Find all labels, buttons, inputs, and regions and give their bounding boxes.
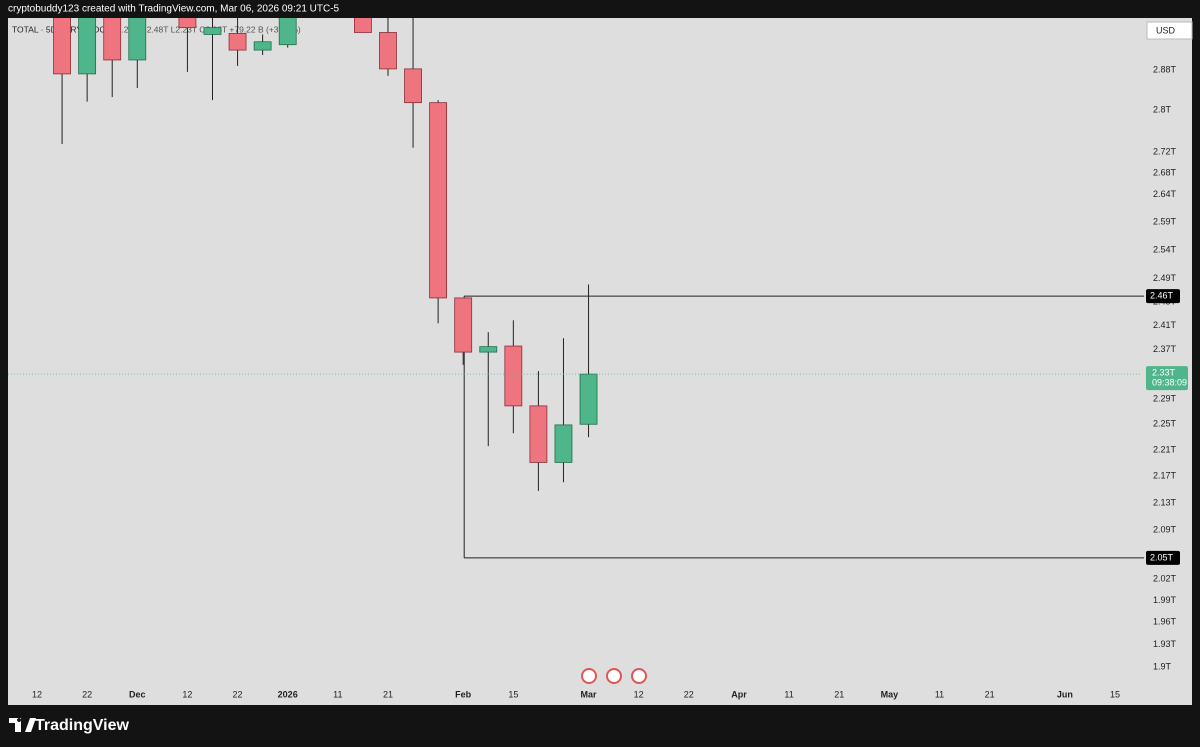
event-icon[interactable] <box>631 668 647 684</box>
candle-body <box>78 18 97 75</box>
x-tick-label: 12 <box>182 689 192 699</box>
x-tick-label: 2026 <box>278 689 298 699</box>
plot <box>53 18 598 558</box>
candle-body <box>529 405 548 463</box>
candle-body <box>579 373 598 425</box>
x-tick-label: 21 <box>383 689 393 699</box>
candle-body <box>203 27 222 35</box>
candle-body <box>379 32 397 70</box>
candle-body <box>504 345 523 407</box>
x-tick-label: 22 <box>233 689 243 699</box>
y-tick-label: 2.54T <box>1153 245 1177 255</box>
y-tick-label: 1.96T <box>1153 617 1177 627</box>
candle-body <box>454 297 473 353</box>
candle-body <box>228 33 247 51</box>
level-label: 2.46T <box>1150 291 1174 301</box>
event-icon[interactable] <box>606 668 622 684</box>
candle-body <box>53 18 71 75</box>
x-tick-label: 21 <box>834 689 844 699</box>
x-tick-label: Dec <box>129 689 146 699</box>
x-tick-label: 11 <box>935 689 944 699</box>
brand: TradingView <box>35 717 130 734</box>
event-icons <box>581 668 647 684</box>
y-tick-label: 1.93T <box>1153 639 1177 649</box>
y-tick-label: 2.09T <box>1153 525 1177 535</box>
x-tick-label: 22 <box>684 689 694 699</box>
x-tick-label: Jun <box>1057 689 1073 699</box>
x-tick-label: 12 <box>634 689 644 699</box>
candle-body <box>278 18 297 46</box>
y-tick-label: 2.21T <box>1153 444 1177 454</box>
candle-body <box>128 18 147 61</box>
last-price-label: 2.33T <box>1152 367 1176 377</box>
x-tick-label: 11 <box>784 689 793 699</box>
credit: cryptobuddy123 created with TradingView.… <box>8 4 340 15</box>
x-tick-label: May <box>881 689 899 699</box>
last-price-box <box>1146 366 1188 391</box>
x-tick-label: Mar <box>581 689 598 699</box>
y-tick-label: 2.64T <box>1153 189 1177 199</box>
y-tick-label: 2.49T <box>1153 273 1177 283</box>
y-tick-label: 1.99T <box>1153 595 1177 605</box>
last-price-countdown: 09:38:09 <box>1152 377 1187 387</box>
x-tick-label: 22 <box>82 689 92 699</box>
level-label: 2.05T <box>1150 552 1174 562</box>
candle-body <box>404 68 422 104</box>
y-tick-label: 2.8T <box>1153 105 1172 115</box>
x-tick-label: Apr <box>731 689 747 699</box>
x-tick-label: 12 <box>32 689 42 699</box>
candle-body <box>178 18 197 29</box>
y-tick-label: 2.29T <box>1153 393 1177 403</box>
y-tick-label: 2.41T <box>1153 320 1177 330</box>
level-label-box <box>1146 289 1180 304</box>
y-tick-label: 2.02T <box>1153 573 1177 583</box>
chart-area <box>8 18 1192 705</box>
candle-body <box>103 18 122 61</box>
event-icon[interactable] <box>581 668 597 684</box>
logo: TradingView <box>9 717 130 734</box>
x-tick-label: 11 <box>333 689 342 699</box>
y-tick-label: 1.9T <box>1153 661 1172 671</box>
candle-body <box>429 102 448 299</box>
x-tick-label: 21 <box>985 689 995 699</box>
x-tick-label: Feb <box>455 689 472 699</box>
y-tick-label: 2.13T <box>1153 497 1177 507</box>
y-tick-label: 2.72T <box>1153 146 1177 156</box>
level-label-box <box>1146 550 1180 565</box>
candle-body <box>354 18 372 33</box>
x-tick-label: 15 <box>508 689 518 699</box>
candle-body <box>554 424 573 463</box>
currency-box <box>1146 21 1193 40</box>
y-tick-label: 2.68T <box>1153 168 1177 178</box>
currency: USD <box>1156 25 1176 35</box>
y-tick-label: 2.25T <box>1153 419 1177 429</box>
x-tick-label: 15 <box>1110 689 1120 699</box>
candle-body <box>253 41 272 51</box>
candle-body <box>479 346 498 353</box>
y-tick-label: 2.17T <box>1153 471 1177 481</box>
y-tick-label: 2.59T <box>1153 217 1177 227</box>
y-tick-label: 2.37T <box>1153 344 1177 354</box>
y-tick-label: 2.88T <box>1153 64 1177 74</box>
